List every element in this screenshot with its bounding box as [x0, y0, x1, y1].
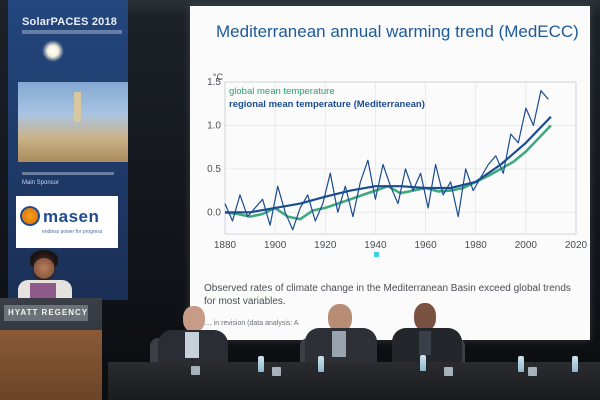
water-glass	[191, 366, 200, 375]
sponsor-panel: masen endless power for progress	[16, 196, 118, 248]
x-tick-label: 2020	[565, 240, 588, 251]
banner-photo	[18, 82, 128, 162]
tower-icon	[74, 92, 81, 122]
slide-caption: Observed rates of climate change in the …	[204, 283, 571, 307]
slide-marker-icon	[374, 252, 379, 257]
series-line	[225, 115, 552, 214]
water-bottle	[572, 356, 578, 372]
y-tick-label: 1.5	[207, 77, 221, 88]
water-glass	[272, 367, 281, 376]
x-tick-label: 1980	[465, 240, 488, 251]
water-bottle	[258, 356, 264, 372]
speaker-head	[33, 254, 55, 280]
podium-front	[0, 330, 102, 400]
banner-divider	[22, 172, 114, 175]
panelist-shirt	[185, 332, 199, 358]
x-tick-label: 1880	[214, 240, 237, 251]
legend-entry: regional mean temperature (Mediterranean…	[229, 99, 425, 110]
plot-frame	[224, 81, 577, 235]
x-tick-label: 1900	[264, 240, 287, 251]
y-tick-label: 1.0	[207, 120, 221, 131]
slide-citation: ..., in revision (data analysis: A	[204, 320, 299, 327]
water-bottle	[318, 356, 324, 372]
panelist-head	[414, 303, 436, 331]
chart: °C 1880 1900 1920 1940 1960 1980 2000 2020 0.0 0.5…	[207, 72, 588, 257]
panelist-shirt	[332, 331, 346, 357]
projection-screen: Mediterranean annual warming trend (MedE…	[190, 6, 590, 340]
panel-table	[108, 362, 600, 400]
event-banner: SolarPACES 2018 Main Sponsor masen endle…	[8, 0, 128, 300]
x-tick-label: 1940	[364, 240, 387, 251]
water-bottle	[420, 355, 426, 371]
event-subtitle-strip	[22, 30, 122, 34]
slide-title: Mediterranean annual warming trend (MedE…	[216, 22, 579, 41]
panelist-head	[183, 306, 205, 332]
x-tick-label: 1920	[314, 240, 337, 251]
podium-sign	[4, 305, 88, 321]
panelist-shirt	[419, 331, 431, 355]
water-bottle	[518, 356, 524, 372]
masen-logo-icon	[20, 206, 40, 226]
sponsor-tagline: endless power for progress	[42, 229, 103, 235]
podium-label: HYATT REGENCY	[8, 308, 89, 317]
panelist-head	[328, 304, 352, 332]
sun-icon	[42, 40, 64, 62]
y-unit-label: °C	[213, 72, 224, 82]
sponsor-name: masen	[43, 207, 100, 226]
series-line	[224, 90, 549, 231]
water-glass	[528, 367, 537, 376]
y-tick-label: 0.0	[207, 207, 221, 218]
x-tick-label: 2000	[515, 240, 538, 251]
sponsor-label: Main Sponsor	[22, 180, 60, 186]
event-title: SolarPACES 2018	[22, 16, 118, 28]
x-tick-label: 1960	[414, 240, 437, 251]
water-glass	[444, 367, 453, 376]
legend-entry: global mean temperature	[229, 86, 335, 97]
y-tick-label: 0.5	[207, 164, 221, 175]
